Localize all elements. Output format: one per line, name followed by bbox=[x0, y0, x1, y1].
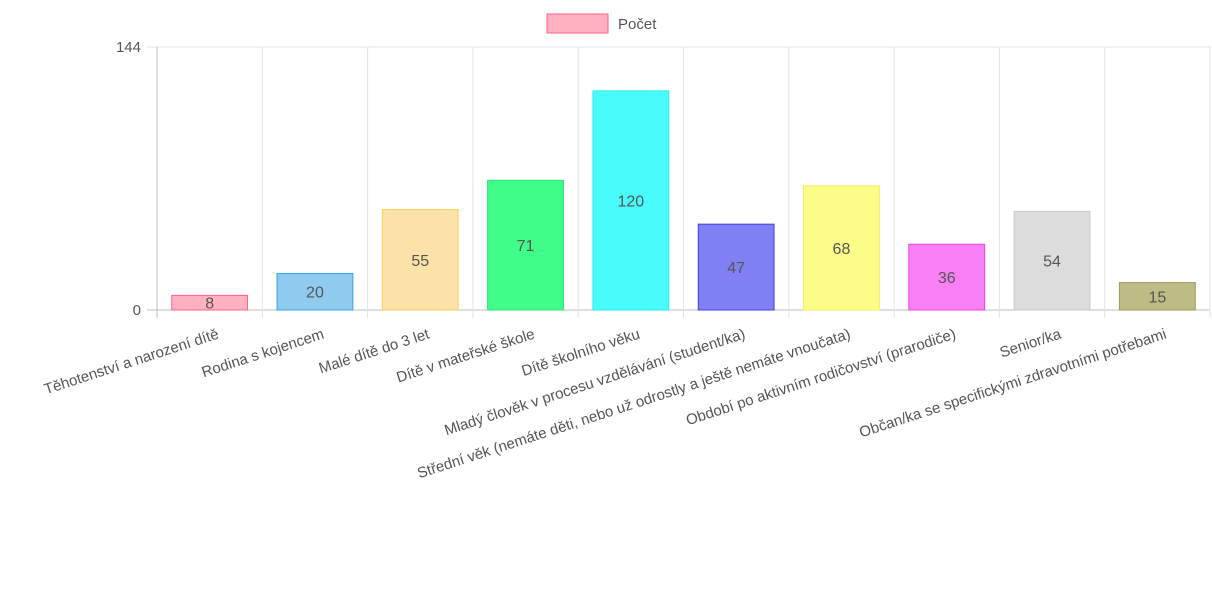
data-label: 55 bbox=[411, 253, 429, 270]
y-tick-label: 144 bbox=[116, 39, 141, 56]
data-label: 54 bbox=[1043, 254, 1061, 271]
data-label: 120 bbox=[617, 193, 644, 210]
bar[interactable] bbox=[803, 185, 880, 311]
bar[interactable] bbox=[1013, 210, 1091, 311]
bar[interactable] bbox=[487, 179, 564, 311]
data-label: 71 bbox=[517, 238, 535, 255]
chart-bars bbox=[171, 90, 1196, 311]
data-labels: 8 20 55 71 120 47 68 36 54 15 bbox=[205, 193, 1166, 312]
bar[interactable] bbox=[908, 243, 986, 311]
legend-label[interactable]: Počet bbox=[618, 16, 657, 33]
bar[interactable] bbox=[697, 223, 775, 311]
data-label: 15 bbox=[1148, 289, 1166, 306]
bar[interactable] bbox=[592, 90, 670, 311]
bar[interactable] bbox=[171, 294, 249, 311]
data-label: 20 bbox=[306, 285, 324, 302]
data-label: 8 bbox=[205, 296, 214, 313]
bar[interactable] bbox=[381, 209, 459, 311]
legend[interactable]: Počet bbox=[546, 13, 657, 34]
data-label: 47 bbox=[727, 260, 745, 277]
x-tick-label: Rodina s kojencem bbox=[200, 326, 327, 382]
y-tick-label: 0 bbox=[133, 302, 141, 319]
legend-swatch[interactable] bbox=[546, 13, 609, 34]
y-axis: 0 144 bbox=[116, 39, 141, 319]
x-tick-label: Senior/ka bbox=[998, 325, 1064, 361]
bar[interactable] bbox=[1118, 282, 1196, 311]
x-tick-label: Těhotenství a narození dítě bbox=[42, 326, 221, 399]
bar[interactable] bbox=[276, 272, 354, 311]
data-label: 36 bbox=[938, 270, 956, 287]
data-label: 68 bbox=[833, 241, 851, 258]
